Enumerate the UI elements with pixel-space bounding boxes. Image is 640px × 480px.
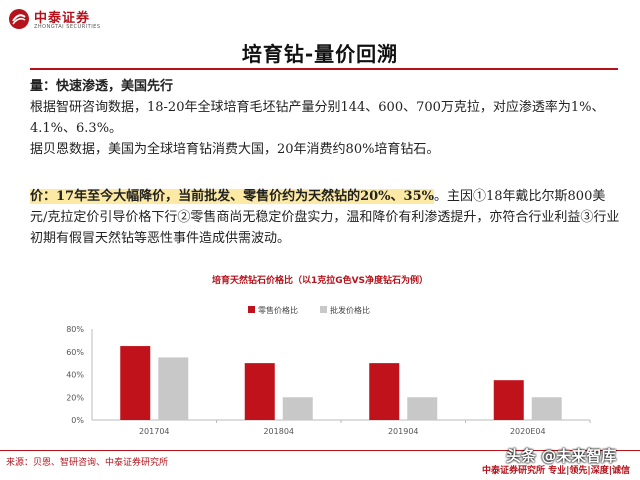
logo-mark-icon	[9, 9, 29, 29]
page-title: 培育钻-量价回溯	[241, 42, 399, 66]
bar	[120, 346, 151, 420]
volume-heading: 量：快速渗透，美国先行	[30, 79, 174, 94]
x-tick-label: 201804	[263, 427, 294, 436]
bar	[282, 397, 313, 420]
bar	[244, 363, 275, 420]
source-note: 来源：贝恩、智研咨询、中泰证券研究所	[6, 458, 169, 468]
y-tick-label: 80%	[66, 325, 84, 334]
bar	[369, 363, 400, 420]
volume-line-1: 根据智研咨询数据，18-20年全球培育毛坯钻产量分别144、600、700万克拉…	[30, 100, 605, 136]
logo-text: 中泰证券	[34, 11, 91, 26]
legend-label: 批发价格比	[330, 305, 370, 315]
company-logo: 中泰证券 ZHONGTAI SECURITIES	[8, 6, 101, 34]
price-body: 。主因①18年戴比尔斯800美元/克拉定价引导价格下行②零售商尚无稳定价盘实力，…	[30, 189, 620, 246]
watermark: 头条 @未来智库	[506, 447, 617, 465]
volume-line-2: 据贝恩数据，美国为全球培育钻消费大国，20年消费约80%培育钻石。	[30, 142, 440, 157]
x-tick-label: 201904	[388, 427, 419, 436]
y-tick-label: 20%	[66, 393, 84, 402]
logo-subtext: ZHONGTAI SECURITIES	[34, 24, 101, 30]
legend-swatch	[320, 306, 327, 313]
legend-swatch	[248, 306, 255, 313]
x-tick-label: 201704	[139, 427, 170, 436]
bar	[531, 397, 562, 420]
footer-divider	[0, 450, 640, 451]
y-tick-label: 40%	[66, 371, 84, 380]
price-paragraph: 价：17年至今大幅降价，当前批发、零售价约为天然钻的20%、35%。主因①18年…	[30, 186, 620, 249]
bar	[407, 397, 438, 420]
legend-label: 零售价格比	[258, 305, 298, 315]
title-divider	[30, 68, 618, 70]
footer-brand: 中泰证券研究所 专业|领先|深度|诚信	[482, 466, 630, 476]
volume-paragraph: 量：快速渗透，美国先行 根据智研咨询数据，18-20年全球培育毛坯钻产量分别14…	[30, 76, 620, 160]
y-tick-label: 0%	[71, 416, 84, 425]
price-highlight: 价：17年至今大幅降价，当前批发、零售价约为天然钻的20%、35%	[30, 189, 434, 204]
bar	[158, 357, 189, 420]
chart-title: 培育天然钻石价格比（以1克拉G色VS净度钻石为例）	[211, 276, 429, 286]
x-tick-label: 2020E04	[510, 427, 546, 436]
bar	[493, 380, 524, 420]
y-tick-label: 60%	[66, 348, 84, 357]
